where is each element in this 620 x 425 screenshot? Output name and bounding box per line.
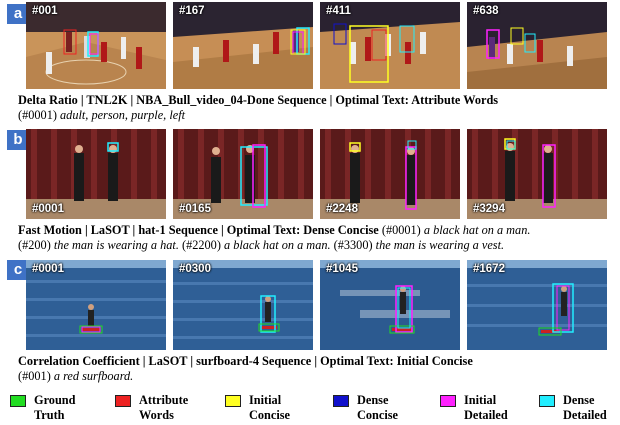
caption-frame-ref: (#0001) bbox=[18, 108, 57, 122]
basketball-court-image bbox=[320, 2, 460, 89]
panel-b-frame-1: #0001 bbox=[26, 129, 166, 219]
legend-label: Dense Detailed bbox=[563, 393, 607, 423]
panel-a-frame-4: #638 bbox=[467, 2, 607, 89]
stage-dancers-image bbox=[467, 129, 607, 219]
legend-label-line2: Detailed bbox=[464, 408, 508, 422]
legend-swatch bbox=[333, 395, 349, 407]
frame-number-label: #3294 bbox=[473, 203, 505, 215]
stage-dancers-image bbox=[173, 129, 313, 219]
legend-item-dense-concise: Dense Concise bbox=[333, 393, 398, 423]
legend-swatch bbox=[539, 395, 555, 407]
panel-b-frame-2: #0165 bbox=[173, 129, 313, 219]
caption-text: the man is wearing a vest. bbox=[375, 238, 505, 252]
legend-label-line2: Concise bbox=[249, 408, 290, 422]
caption-frame-ref: (#0001) bbox=[381, 223, 421, 237]
basketball-court-image bbox=[173, 2, 313, 89]
legend-swatch bbox=[115, 395, 131, 407]
panel-b-badge: b bbox=[7, 130, 29, 150]
frame-number-label: #167 bbox=[179, 5, 205, 17]
panel-c-frame-4: #1672 bbox=[467, 260, 607, 350]
stage-dancers-image bbox=[26, 129, 166, 219]
frame-number-label: #1672 bbox=[473, 263, 505, 275]
legend-label-line1: Initial bbox=[249, 393, 282, 407]
panel-c-frame-1: #0001 bbox=[26, 260, 166, 350]
panel-b-frame-3: #2248 bbox=[320, 129, 460, 219]
legend-label-line2: Words bbox=[139, 408, 174, 422]
caption-text: the man is wearing a hat. bbox=[53, 238, 179, 252]
legend-label-line1: Initial bbox=[464, 393, 497, 407]
panel-a-frame-1: #001 bbox=[26, 2, 166, 89]
legend-label: Dense Concise bbox=[357, 393, 398, 423]
legend-label-line2: Concise bbox=[357, 408, 398, 422]
caption-title-text: Fast Motion | LaSOT | hat-1 Sequence | O… bbox=[18, 223, 379, 237]
legend-item-ground-truth: Ground Truth bbox=[10, 393, 75, 423]
legend-label-line2: Detailed bbox=[563, 408, 607, 422]
basketball-court-image bbox=[467, 2, 607, 89]
ocean-surfer-image bbox=[467, 260, 607, 350]
legend-label: Initial Detailed bbox=[464, 393, 508, 423]
caption-text: a black hat on a man. bbox=[224, 238, 331, 252]
legend-label: Initial Concise bbox=[249, 393, 290, 423]
ocean-surfer-image bbox=[26, 260, 166, 350]
panel-a-badge: a bbox=[7, 4, 29, 24]
legend-label-line1: Attribute bbox=[139, 393, 189, 407]
legend-label-line1: Ground bbox=[34, 393, 76, 407]
caption-text: a red surfboard. bbox=[53, 369, 134, 383]
legend-swatch bbox=[10, 395, 26, 407]
ocean-surfer-image bbox=[320, 260, 460, 350]
panel-b-frame-4: #3294 bbox=[467, 129, 607, 219]
caption-frame-ref: (#001) bbox=[18, 369, 51, 383]
basketball-court-image bbox=[26, 2, 166, 89]
frame-number-label: #0300 bbox=[179, 263, 211, 275]
frame-number-label: #001 bbox=[32, 5, 58, 17]
panel-a-caption-text: (#0001) adult, person, purple, left bbox=[18, 108, 185, 123]
legend-swatch bbox=[225, 395, 241, 407]
frame-number-label: #0001 bbox=[32, 263, 64, 275]
legend-swatch bbox=[440, 395, 456, 407]
stage-dancers-image bbox=[320, 129, 460, 219]
panel-b-caption-title: Fast Motion | LaSOT | hat-1 Sequence | O… bbox=[18, 223, 530, 238]
caption-text: adult, person, purple, left bbox=[60, 108, 186, 122]
caption-frame-ref: (#200) bbox=[18, 238, 51, 252]
frame-number-label: #0001 bbox=[32, 203, 64, 215]
panel-c-caption-title: Correlation Coefficient | LaSOT | surfbo… bbox=[18, 354, 473, 368]
legend-item-dense-detailed: Dense Detailed bbox=[539, 393, 607, 423]
caption-text: a black hat on a man. bbox=[423, 223, 531, 237]
legend-item-initial-concise: Initial Concise bbox=[225, 393, 290, 423]
frame-number-label: #1045 bbox=[326, 263, 358, 275]
caption-frame-ref: (#3300) bbox=[333, 238, 373, 252]
legend-label-line2: Truth bbox=[34, 408, 65, 422]
frame-number-label: #2248 bbox=[326, 203, 358, 215]
frame-number-label: #0165 bbox=[179, 203, 211, 215]
panel-c-frame-2: #0300 bbox=[173, 260, 313, 350]
legend-label: Ground Truth bbox=[34, 393, 75, 423]
panel-a-caption-title: Delta Ratio | TNL2K | NBA_Bull_video_04-… bbox=[18, 93, 499, 107]
panel-a-frame-2: #167 bbox=[173, 2, 313, 89]
panel-a-frame-3: #411 bbox=[320, 2, 460, 89]
legend-label-line1: Dense bbox=[563, 393, 595, 407]
panel-c-frame-3: #1045 bbox=[320, 260, 460, 350]
panel-c-caption-text: (#001) a red surfboard. bbox=[18, 369, 133, 384]
panel-b-caption-text: (#200) the man is wearing a hat. (#2200)… bbox=[18, 238, 504, 253]
legend-label-line1: Dense bbox=[357, 393, 389, 407]
panel-c-badge: c bbox=[7, 260, 29, 280]
frame-number-label: #411 bbox=[326, 5, 351, 17]
frame-number-label: #638 bbox=[473, 5, 499, 17]
legend-label: Attribute Words bbox=[139, 393, 188, 423]
legend-item-attribute-words: Attribute Words bbox=[115, 393, 188, 423]
legend-item-initial-detailed: Initial Detailed bbox=[440, 393, 508, 423]
ocean-surfer-image bbox=[173, 260, 313, 350]
caption-frame-ref: (#2200) bbox=[181, 238, 221, 252]
